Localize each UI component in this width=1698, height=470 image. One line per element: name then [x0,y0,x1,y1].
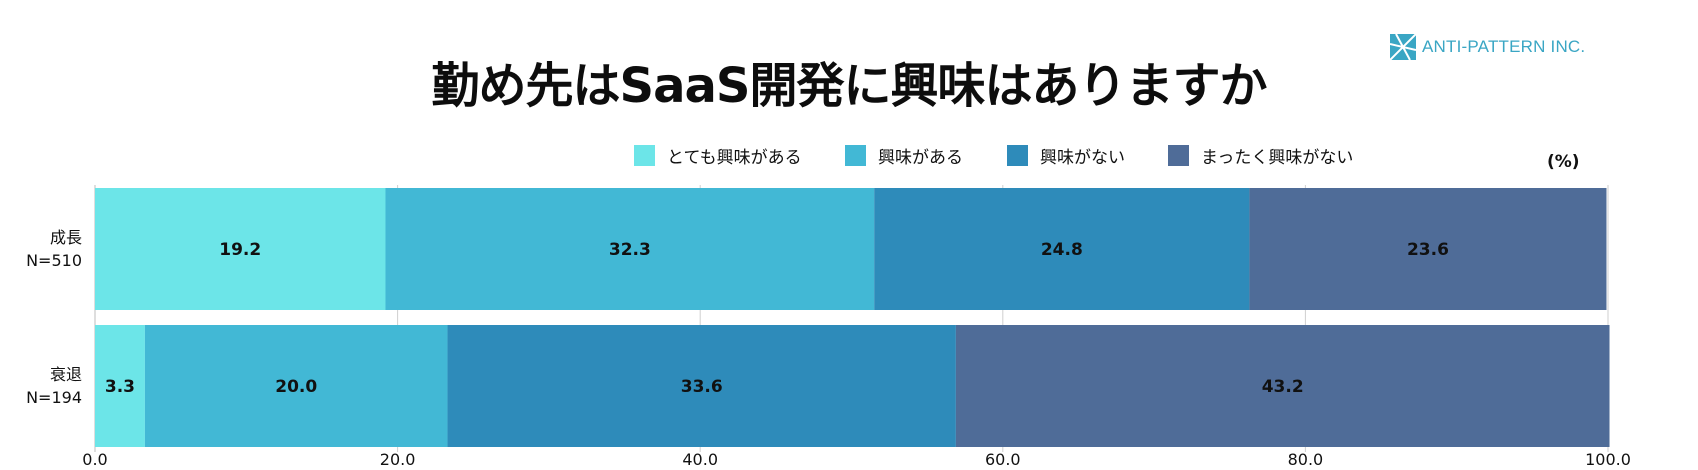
data-label: 43.2 [1262,377,1304,397]
company-logo: ANTI-PATTERN INC. [1390,34,1585,60]
data-label: 23.6 [1407,240,1449,260]
bar-segment [95,188,386,310]
bar-segment [955,325,1610,447]
data-label: 19.2 [219,240,261,260]
legend-swatch [1007,145,1028,166]
legend-label: 興味がない [1040,148,1125,168]
unit-label: (%) [1547,152,1580,172]
logo-text: ANTI-PATTERN INC. [1422,37,1586,56]
legend-item: まったく興味がない [1168,143,1353,168]
legend-item: 興味がない [1007,143,1125,168]
x-tick-label: 20.0 [380,450,416,469]
legend-label: 興味がある [878,148,963,168]
legend-swatch [1168,145,1189,166]
legend-label: まったく興味がない [1201,148,1354,168]
category-n-label: N=194 [26,388,82,407]
data-label: 20.0 [275,377,317,397]
x-tick-label: 40.0 [682,450,718,469]
bar-segment [1249,188,1607,310]
data-label: 32.3 [609,240,651,260]
bar-segment [144,325,448,447]
data-label: 33.6 [681,377,723,397]
legend-swatch [845,145,866,166]
x-tick-label: 0.0 [82,450,107,469]
bar-segment [447,325,956,447]
x-tick-label: 100.0 [1585,450,1631,469]
bar-segment [385,188,875,310]
category-n-label: N=510 [26,251,82,270]
data-label: 24.8 [1041,240,1083,260]
data-label: 3.3 [105,377,135,397]
bar-segment [95,325,145,447]
category-label: 衰退 [50,365,82,384]
chart-title: 勤め先はSaaS開発に興味はありますか [431,58,1268,114]
x-tick-label: 80.0 [1288,450,1324,469]
anti-pattern-logo-icon [1390,34,1416,60]
category-label: 成長 [50,228,82,247]
legend-label: とても興味がある [667,148,802,168]
legend-item: 興味がある [845,143,963,168]
legend-item: とても興味がある [634,143,802,168]
x-tick-label: 60.0 [985,450,1021,469]
legend-swatch [634,145,655,166]
bar-segment [874,188,1250,310]
